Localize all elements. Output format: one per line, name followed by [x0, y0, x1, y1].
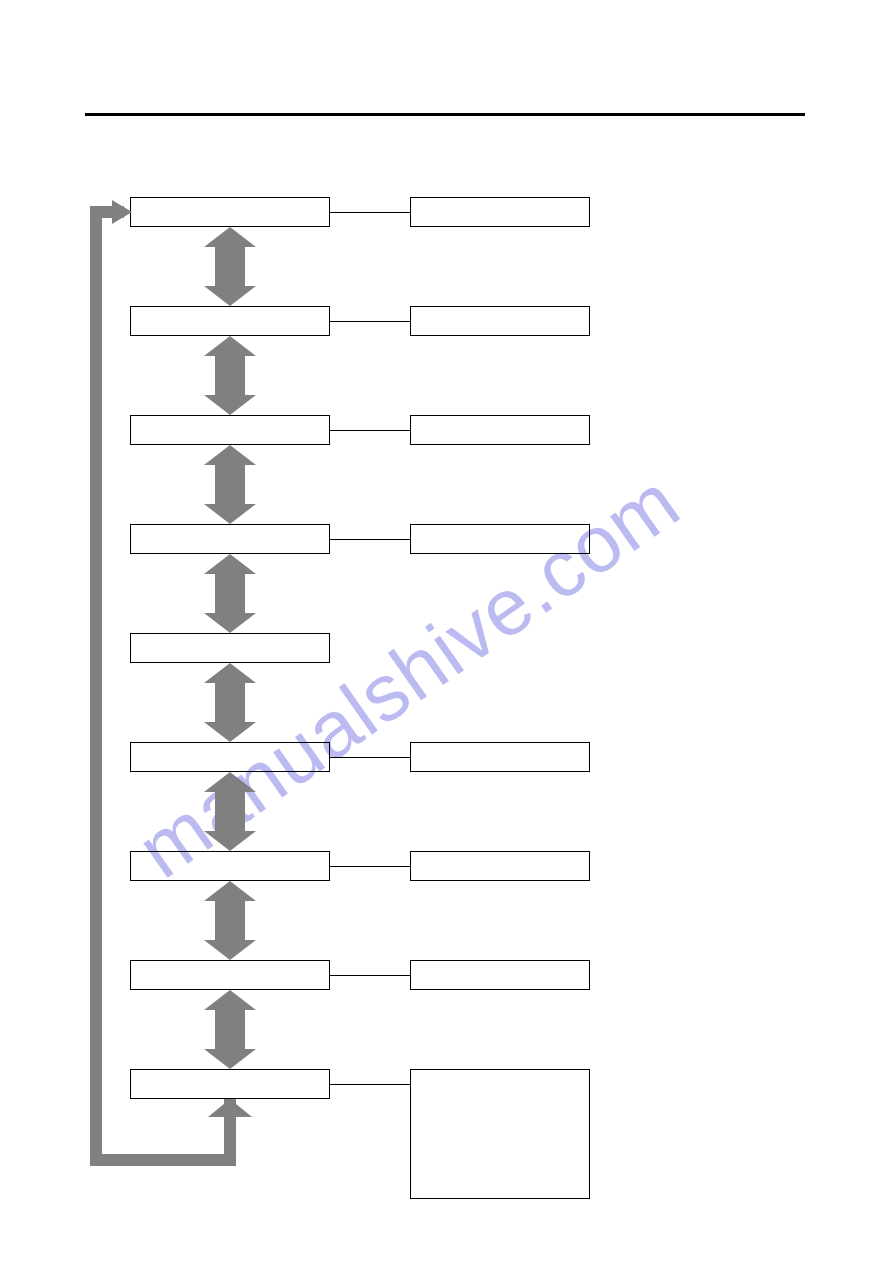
flow-node-left	[130, 960, 330, 990]
double-arrow-icon	[204, 881, 256, 960]
flow-node-left	[130, 306, 330, 336]
flow-node-right	[410, 1069, 590, 1199]
flow-node-right	[410, 197, 590, 227]
flow-connector	[330, 1084, 410, 1085]
flow-connector	[330, 975, 410, 976]
return-path-segment	[90, 1154, 236, 1166]
flow-node-right	[410, 524, 590, 554]
flow-connector	[330, 212, 410, 213]
flow-node-right	[410, 742, 590, 772]
flow-node-right	[410, 960, 590, 990]
double-arrow-icon	[204, 554, 256, 633]
header-rule	[85, 113, 805, 116]
flow-node-left	[130, 415, 330, 445]
return-arrow-right-icon	[112, 200, 132, 224]
double-arrow-icon	[204, 227, 256, 306]
flow-node-left	[130, 524, 330, 554]
flow-connector	[330, 430, 410, 431]
double-arrow-icon	[204, 772, 256, 851]
page-root: manualshive.com	[0, 0, 893, 1263]
flow-node-left	[130, 1069, 330, 1099]
flow-node-right	[410, 415, 590, 445]
flow-connector	[330, 866, 410, 867]
flow-node-right	[410, 851, 590, 881]
return-arrow-up-icon	[208, 1099, 252, 1117]
double-arrow-icon	[204, 663, 256, 742]
double-arrow-icon	[204, 336, 256, 415]
flow-node-left	[130, 851, 330, 881]
flow-connector	[330, 539, 410, 540]
flow-connector	[330, 757, 410, 758]
flow-node-right	[410, 306, 590, 336]
return-path-segment	[90, 206, 102, 1166]
double-arrow-icon	[204, 990, 256, 1069]
flow-connector	[330, 321, 410, 322]
flow-node-left	[130, 742, 330, 772]
double-arrow-icon	[204, 445, 256, 524]
flow-node-left	[130, 197, 330, 227]
flow-node-left	[130, 633, 330, 663]
